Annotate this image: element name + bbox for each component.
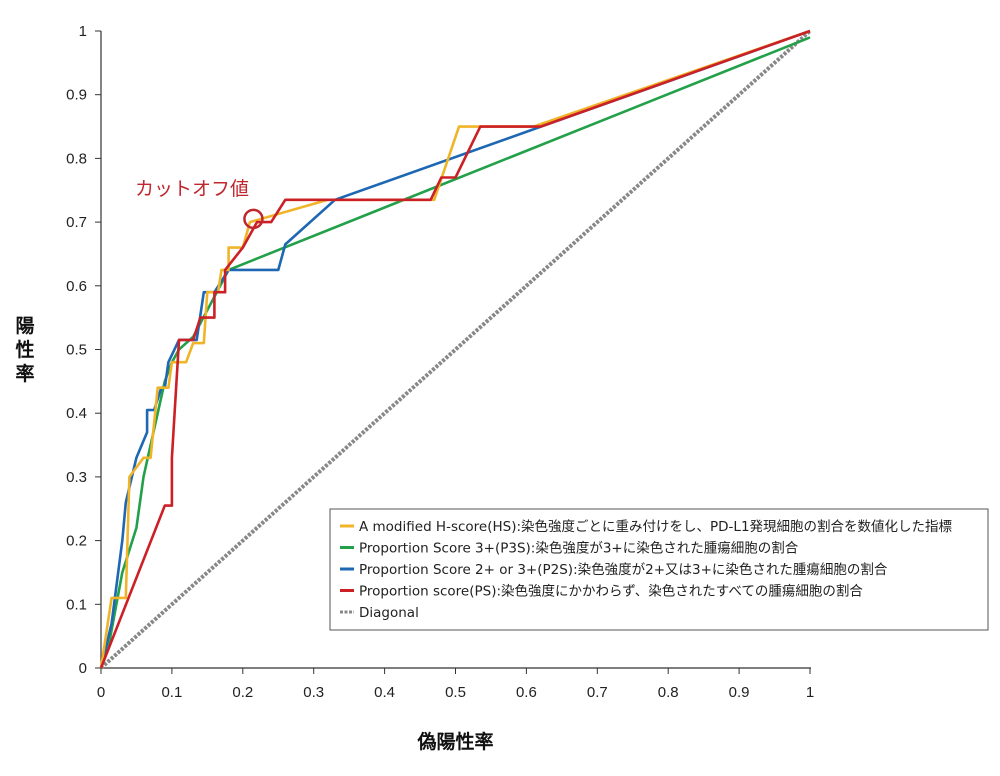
y-tick-label: 0.8 xyxy=(66,150,87,167)
x-tick-label: 1 xyxy=(806,684,814,701)
legend-entry: Diagonal xyxy=(359,605,419,621)
y-tick-label: 0.3 xyxy=(66,469,87,486)
series-layer xyxy=(99,29,812,670)
annotation-layer: カットオフ値 xyxy=(135,178,264,230)
cutoff-marker xyxy=(243,208,264,230)
y-axis-title-char: 性 xyxy=(15,338,34,361)
y-tick-label: 1 xyxy=(79,23,87,40)
y-tick-label: 0.2 xyxy=(66,533,87,550)
x-tick-label: 0.2 xyxy=(232,684,253,701)
x-tick-label: 0.9 xyxy=(729,684,750,701)
legend-entry: Proportion score(PS):染色強度にかかわらず、染色されたすべて… xyxy=(359,583,863,600)
legend-entry: Proportion Score 3+(P3S):染色強度が3+に染色された腫瘍… xyxy=(359,540,799,557)
y-tick-label: 0.4 xyxy=(66,405,87,422)
x-axis-title: 偽陽性率 xyxy=(416,730,493,753)
legend-box xyxy=(329,508,989,631)
x-tick-label: 0.1 xyxy=(161,684,182,701)
legend: A modified H-score(HS):染色強度ごとに重み付けをし、PD-… xyxy=(329,508,989,631)
y-tick-label: 0.6 xyxy=(66,278,87,295)
y-axis-title: 陽性率 xyxy=(15,315,34,385)
legend-entry: A modified H-score(HS):染色強度ごとに重み付けをし、PD-… xyxy=(359,518,953,535)
x-tick-label: 0.5 xyxy=(445,684,466,701)
cutoff-annotation-label: カットオフ値 xyxy=(135,178,249,200)
x-tick-label: 0.8 xyxy=(658,684,679,701)
y-tick-label: 0.5 xyxy=(66,342,87,359)
x-tick-label: 0.7 xyxy=(587,684,608,701)
y-tick-label: 0.1 xyxy=(66,596,87,613)
x-tick-label: 0.6 xyxy=(516,684,537,701)
y-tick-label: 0 xyxy=(79,660,87,677)
y-axis-title-char: 陽 xyxy=(15,315,34,337)
series-line-3 xyxy=(99,29,811,669)
y-axis-title-char: 率 xyxy=(15,362,34,385)
x-tick-label: 0.3 xyxy=(303,684,324,701)
x-tick-label: 0 xyxy=(97,684,105,701)
y-tick-label: 0.9 xyxy=(66,87,87,104)
series-line-4 xyxy=(99,29,812,670)
axes: 0 0.1 0.2 0.3 0.4 0.5 0.6 0.7 0.8 0.9 1 0 0.1 0.2 0.3 0… xyxy=(66,23,814,701)
y-tick-label: 0.7 xyxy=(66,214,87,231)
legend-entry: Proportion Score 2+ or 3+(P2S):染色強度が2+又は… xyxy=(359,561,888,578)
x-tick-label: 0.4 xyxy=(374,684,395,701)
